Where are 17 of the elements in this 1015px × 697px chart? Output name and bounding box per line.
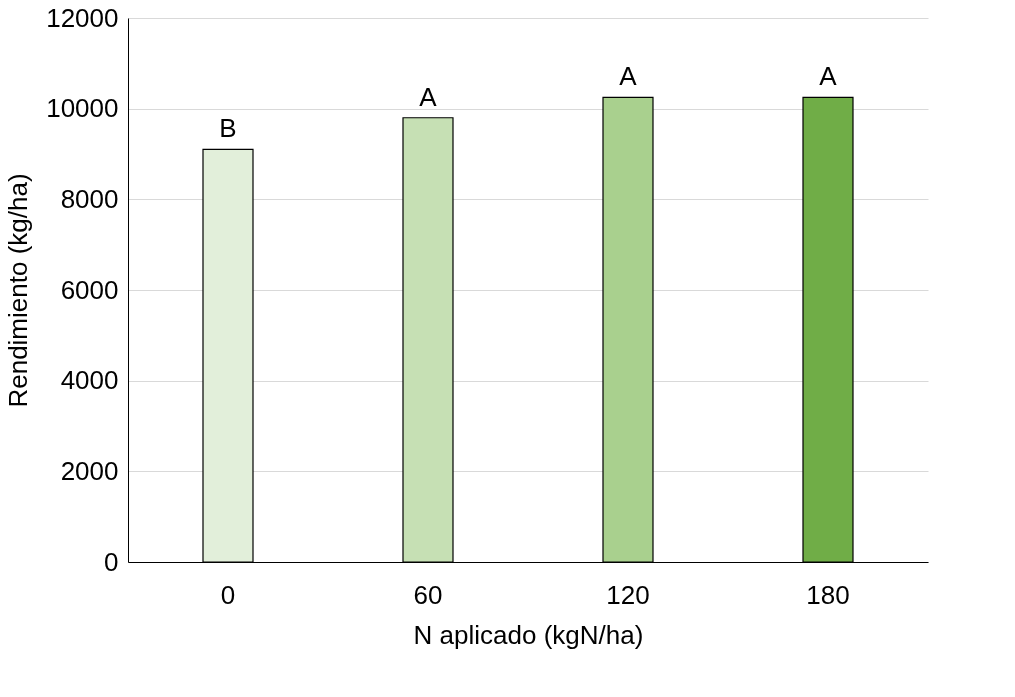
y-tick-label: 4000 <box>60 365 119 396</box>
y-tick-label: 8000 <box>60 183 119 214</box>
y-tick-label: 10000 <box>46 93 119 124</box>
annotation: A <box>419 81 438 112</box>
y-tick-label: 2000 <box>60 455 119 486</box>
annotation: A <box>819 61 838 92</box>
y-tick-label: 6000 <box>60 274 119 305</box>
annotation: A <box>619 61 638 92</box>
y-axis-title: Rendimiento (kg/ha) <box>3 173 34 408</box>
x-tick-label: 60 <box>413 579 443 610</box>
annotation: B <box>219 113 237 144</box>
x-axis-title: N aplicado (kgN/ha) <box>413 619 644 650</box>
x-tick-label: 180 <box>806 579 850 610</box>
x-tick-label: 0 <box>220 579 236 610</box>
y-tick-label: 0 <box>104 546 119 577</box>
y-tick-label: 12000 <box>46 2 119 33</box>
x-tick-label: 120 <box>606 579 650 610</box>
